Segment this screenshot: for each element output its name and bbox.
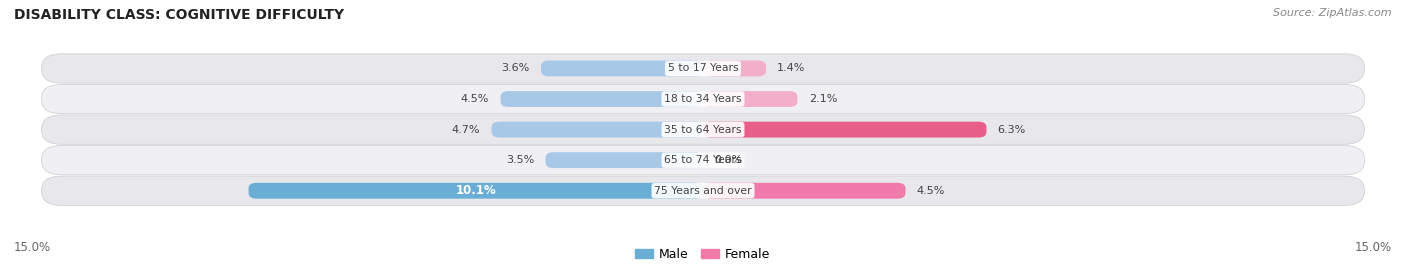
Text: 1.4%: 1.4%: [778, 63, 806, 73]
FancyBboxPatch shape: [703, 122, 987, 137]
FancyBboxPatch shape: [42, 176, 1364, 205]
Text: 3.6%: 3.6%: [502, 63, 530, 73]
Text: 3.5%: 3.5%: [506, 155, 534, 165]
FancyBboxPatch shape: [492, 122, 703, 137]
Text: 5 to 17 Years: 5 to 17 Years: [668, 63, 738, 73]
FancyBboxPatch shape: [541, 60, 703, 76]
Text: 15.0%: 15.0%: [14, 241, 51, 254]
FancyBboxPatch shape: [42, 146, 1364, 175]
Text: 4.5%: 4.5%: [461, 94, 489, 104]
Text: 10.1%: 10.1%: [456, 184, 496, 197]
FancyBboxPatch shape: [42, 54, 1364, 83]
Text: Source: ZipAtlas.com: Source: ZipAtlas.com: [1274, 8, 1392, 18]
Text: 4.7%: 4.7%: [451, 124, 481, 135]
FancyBboxPatch shape: [249, 183, 703, 199]
Text: 65 to 74 Years: 65 to 74 Years: [664, 155, 742, 165]
Legend: Male, Female: Male, Female: [630, 243, 776, 266]
Text: 4.5%: 4.5%: [917, 186, 945, 196]
Text: 15.0%: 15.0%: [1355, 241, 1392, 254]
FancyBboxPatch shape: [703, 91, 797, 107]
FancyBboxPatch shape: [703, 60, 766, 76]
Text: 0.0%: 0.0%: [714, 155, 742, 165]
Text: 6.3%: 6.3%: [998, 124, 1026, 135]
FancyBboxPatch shape: [501, 91, 703, 107]
FancyBboxPatch shape: [703, 183, 905, 199]
Text: 75 Years and over: 75 Years and over: [654, 186, 752, 196]
FancyBboxPatch shape: [42, 115, 1364, 144]
Text: 35 to 64 Years: 35 to 64 Years: [664, 124, 742, 135]
Text: 2.1%: 2.1%: [808, 94, 837, 104]
Text: 18 to 34 Years: 18 to 34 Years: [664, 94, 742, 104]
FancyBboxPatch shape: [546, 152, 703, 168]
Text: DISABILITY CLASS: COGNITIVE DIFFICULTY: DISABILITY CLASS: COGNITIVE DIFFICULTY: [14, 8, 344, 22]
FancyBboxPatch shape: [42, 84, 1364, 114]
